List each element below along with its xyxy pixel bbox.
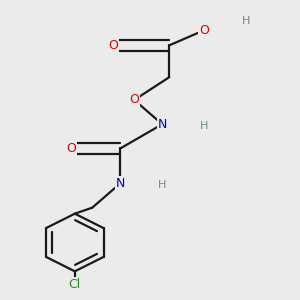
Text: O: O [199, 24, 209, 37]
Text: N: N [158, 118, 167, 131]
Text: H: H [242, 16, 250, 26]
Text: H: H [158, 180, 166, 190]
Text: O: O [108, 39, 118, 52]
Text: O: O [66, 142, 76, 155]
Text: H: H [200, 121, 208, 131]
Text: N: N [116, 177, 125, 190]
Text: Cl: Cl [69, 278, 81, 292]
Text: O: O [129, 94, 139, 106]
